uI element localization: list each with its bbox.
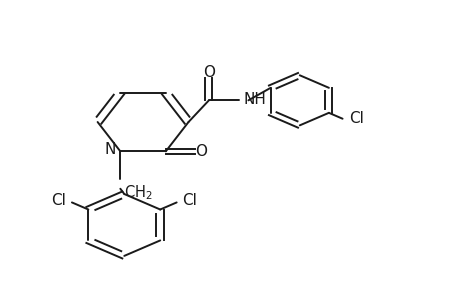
- Text: N: N: [105, 142, 116, 158]
- Text: CH$_2$: CH$_2$: [123, 183, 152, 202]
- Text: O: O: [195, 144, 207, 159]
- Text: Cl: Cl: [51, 194, 66, 208]
- Text: Cl: Cl: [348, 111, 363, 126]
- Text: NH: NH: [243, 92, 266, 107]
- Text: Cl: Cl: [182, 194, 196, 208]
- Text: O: O: [202, 65, 214, 80]
